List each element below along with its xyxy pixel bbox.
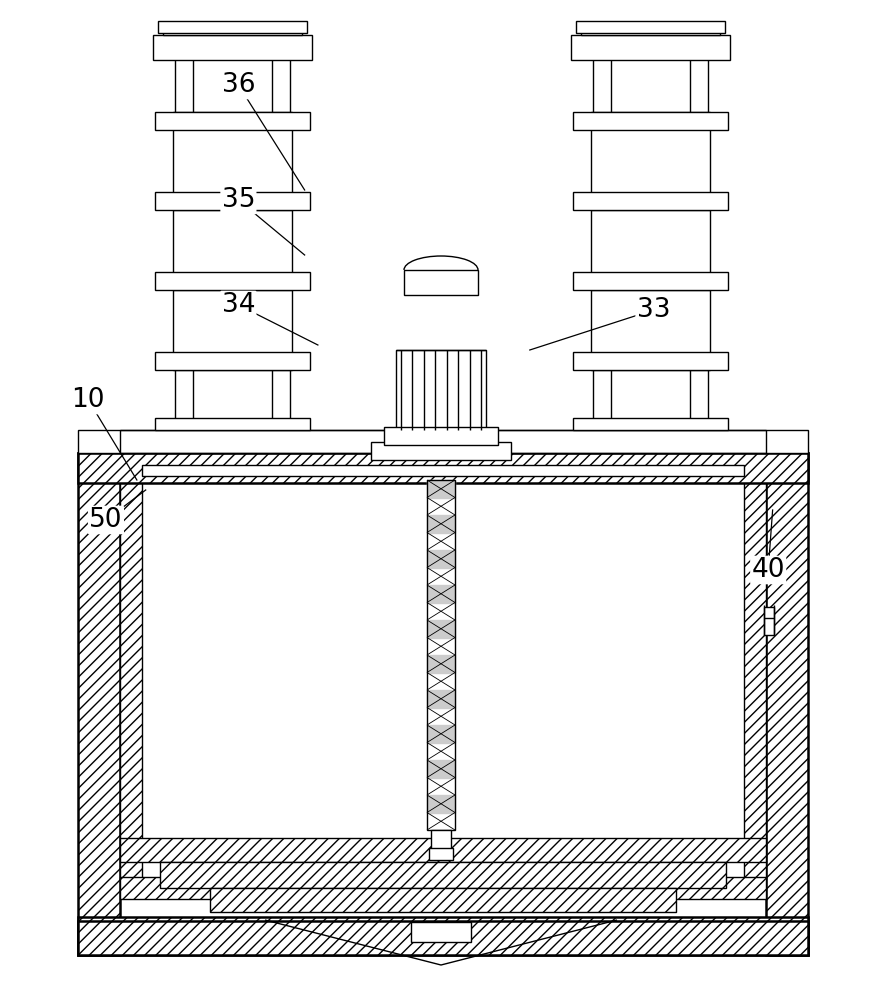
Polygon shape [427,760,455,778]
Bar [153,35,312,60]
Bar [142,465,744,476]
Polygon shape [427,585,455,602]
Bar [576,21,725,33]
Bar [573,272,728,290]
Bar [155,418,310,430]
Bar [371,442,511,460]
Text: 10: 10 [72,387,105,413]
Bar [573,112,728,130]
Text: 40: 40 [751,557,785,583]
Bar [429,848,453,860]
Bar [78,453,120,955]
Polygon shape [427,550,455,568]
Bar [78,430,808,453]
Text: 34: 34 [222,292,255,318]
Bar [210,888,676,912]
Text: 36: 36 [222,72,255,98]
Bar [744,461,766,879]
Bar [427,480,455,830]
Bar [120,877,766,899]
Polygon shape [427,515,455,532]
Bar [404,270,478,295]
Bar [581,25,720,35]
Bar [155,352,310,370]
Polygon shape [427,795,455,812]
Text: 50: 50 [89,507,123,533]
Bar [78,917,808,955]
Bar [764,607,774,635]
Polygon shape [427,620,455,638]
Bar [591,192,710,290]
Polygon shape [427,690,455,708]
Bar [411,922,471,942]
Bar [155,272,310,290]
Text: 33: 33 [637,297,670,323]
Bar [573,192,728,210]
Bar [173,272,292,370]
Bar [160,862,726,888]
Text: 35: 35 [222,187,255,213]
Polygon shape [427,725,455,742]
Bar [384,427,498,445]
Bar [142,483,744,877]
Bar [573,352,728,370]
Bar [573,418,728,430]
Bar [163,25,302,35]
Bar [173,112,292,210]
Bar [158,21,307,33]
Bar [120,461,142,879]
Bar [591,112,710,210]
Bar [766,453,808,955]
Bar [155,112,310,130]
Polygon shape [427,480,455,497]
Bar [78,453,808,483]
Bar [591,272,710,370]
Bar [155,192,310,210]
Bar [571,35,730,60]
Bar [431,830,451,855]
Bar [120,838,766,862]
Bar [173,192,292,290]
Bar [78,921,808,955]
Polygon shape [427,655,455,672]
Bar [396,350,486,430]
